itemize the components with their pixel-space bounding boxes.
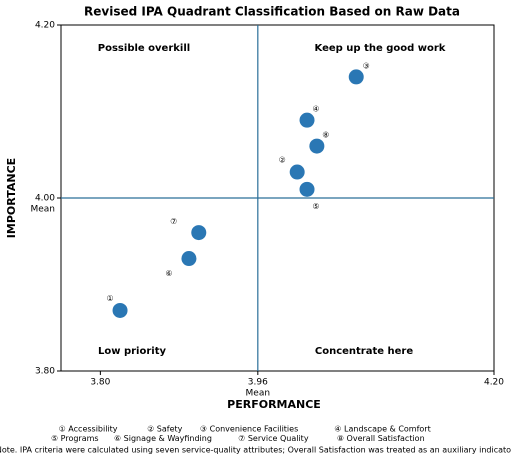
point-label: ③ (363, 61, 370, 70)
legend-item: ⑥ Signage & Wayfinding (114, 434, 212, 443)
y-tick-label: 3.80 (35, 367, 55, 377)
point-label: ② (279, 156, 286, 165)
point-label: ⑧ (322, 131, 329, 140)
x-tick-label: 3.80 (90, 378, 110, 388)
point-label: ⑦ (170, 217, 177, 226)
legend-item: ⑧ Overall Satisfaction (337, 434, 425, 443)
legend-item: ③ Convenience Facilities (200, 425, 298, 434)
quadrant-label: Low priority (98, 346, 166, 357)
point-label: ④ (312, 105, 319, 114)
legend-item: ④ Landscape & Comfort (334, 425, 430, 434)
point-label: ① (106, 294, 113, 303)
mean-label: Mean (30, 205, 55, 215)
point (348, 69, 364, 85)
point-label: ⑤ (312, 202, 319, 211)
y-tick-label: 4.00 (35, 194, 55, 204)
point (191, 225, 207, 241)
y-tick-label: 4.20 (35, 21, 55, 31)
point-label: ⑥ (165, 269, 172, 278)
point (181, 251, 197, 267)
chart-title: Revised IPA Quadrant Classification Base… (84, 5, 460, 19)
x-tick-label: 3.96 (248, 378, 268, 388)
legend-item: ⑦ Service Quality (238, 434, 309, 443)
x-axis-label: PERFORMANCE (227, 398, 321, 411)
legend-item: ⑤ Programs (51, 434, 99, 443)
quadrant-label: Concentrate here (315, 346, 413, 357)
y-axis-label: IMPORTANCE (5, 158, 18, 238)
note: Note. IPA criteria were calculated using… (0, 446, 511, 455)
quadrant-label: Possible overkill (98, 43, 190, 54)
point (112, 302, 128, 318)
point (299, 181, 315, 197)
legend-item: ① Accessibility (59, 425, 118, 434)
mean-label: Mean (246, 389, 271, 399)
x-tick-label: 4.20 (484, 378, 504, 388)
point (299, 112, 315, 128)
point (289, 164, 305, 180)
legend-item: ② Safety (147, 425, 183, 434)
point (309, 138, 325, 154)
quadrant-label: Keep up the good work (315, 43, 446, 54)
